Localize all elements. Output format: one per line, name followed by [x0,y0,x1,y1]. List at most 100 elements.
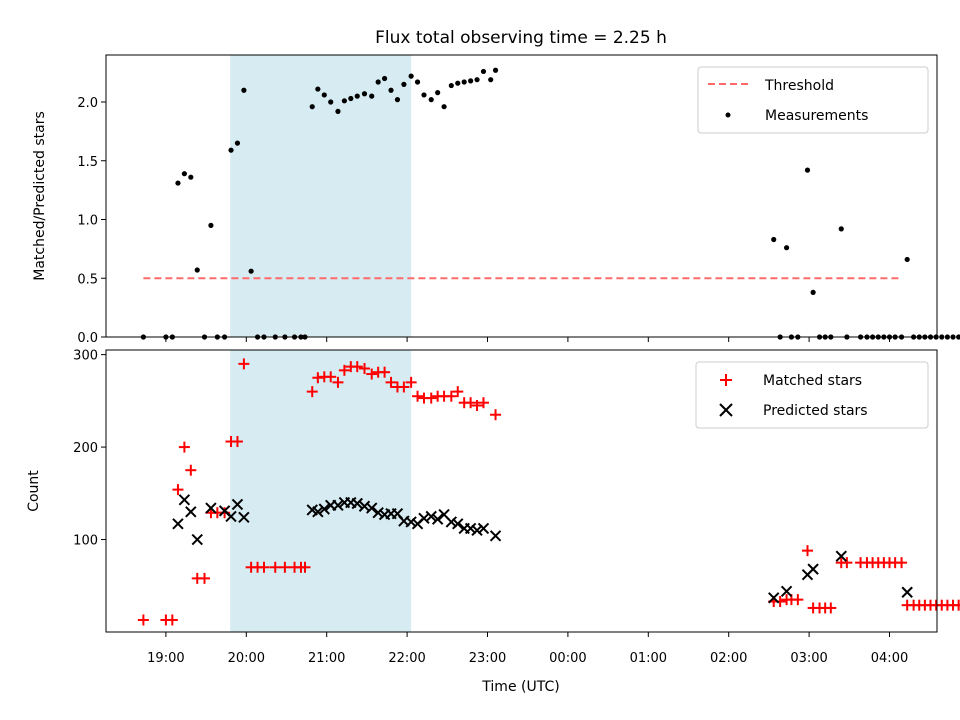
matched-star-marker [338,364,350,376]
measurement-point [421,92,427,98]
y-tick-label: 0.0 [77,331,98,346]
predicted-star-points [172,494,913,604]
measurement-point [939,334,945,340]
matched-star-marker [477,397,489,409]
matched-star-marker [896,557,908,569]
count-y-axis-label: Count [26,470,42,512]
measurement-point [838,226,844,232]
measurement-point [783,245,790,251]
count-y-axis: 100 200 300 [73,349,106,549]
matched-star-marker [366,368,378,380]
count-plot-frame [105,349,938,633]
predicted-star-marker [405,516,417,528]
ratio-x-ticks [165,337,890,342]
legend-predicted-label: Predicted stars [763,403,868,419]
x-tick-label: 19:00 [147,651,184,666]
measurement-point [381,75,388,82]
predicted-star-marker [178,494,191,506]
measurement-point [944,334,950,340]
measurement-point [492,67,499,73]
predicted-star-marker [835,550,847,562]
measurement-point [388,87,394,93]
legend-matched-swatch [720,374,732,386]
matched-star-marker [172,484,184,496]
predicted-star-marker [231,498,244,511]
measurement-point [488,77,494,83]
matched-star-marker [379,366,391,378]
measurement-point [188,174,194,180]
matched-star-marker [299,561,311,573]
measurement-point [810,289,816,295]
count-legend-box [695,361,929,429]
ratio-panel: 0.00.51.01.52.0 Matched/Predicted stars … [32,54,960,346]
matched-star-marker [385,376,397,388]
matched-star-marker [332,376,344,388]
measurement-point [401,81,407,87]
measurement-point [335,108,341,114]
matched-star-marker [185,464,197,476]
measurement-point [771,236,777,243]
measurement-point [228,147,234,153]
matched-star-marker [306,386,318,398]
matched-star-marker [841,557,853,569]
count-legend: Matched stars Predicted stars [695,361,929,429]
measurement-point [428,97,434,103]
measurement-point [375,79,381,85]
measurement-point [175,180,181,186]
measurement-point [341,98,347,104]
y-tick-label: 1.0 [77,214,98,229]
count-panel: 100 200 300 19:00 20:00 21:00 22:00 23:00 00:00… [26,349,960,695]
measurement-point [461,79,467,85]
matched-star-marker [137,614,149,626]
predicted-star-marker [780,585,793,598]
y-tick-label: 1.5 [77,155,98,170]
matched-star-marker [801,545,813,557]
predicted-star-marker [768,592,780,604]
predicted-star-marker [172,518,184,530]
ratio-legend: Threshold Measurements [697,66,929,134]
time-x-axis: 19:00 20:00 21:00 22:00 23:00 00:00 01:00 02:00… [147,632,908,666]
matched-star-marker [825,602,837,614]
matched-star-marker [358,362,370,374]
measurement-point [194,267,200,273]
predicted-star-marker [431,513,444,525]
predicted-star-marker [807,563,819,575]
predicted-star-marker [225,510,237,523]
matched-star-marker [465,397,477,409]
measurement-point [435,90,441,96]
x-tick-label: 04:00 [871,651,908,666]
matched-star-marker [405,376,417,388]
predicted-star-marker [332,499,344,512]
measurement-point [309,104,315,110]
predicted-star-marker [464,522,477,535]
matched-star-marker [445,390,457,402]
measurement-point [348,95,354,102]
predicted-star-marker [445,516,458,528]
ratio-legend-box [697,66,929,134]
predicted-star-marker [312,506,324,518]
matched-star-marker [238,358,250,370]
y-tick-label: 300 [73,349,98,364]
measurement-point [248,268,254,274]
measurement-point [315,86,321,92]
matched-star-marker [490,409,502,421]
measurement-point [414,79,421,85]
x-tick-label: 23:00 [469,651,506,666]
predicted-star-marker [366,502,378,514]
y-tick-label: 200 [73,441,98,456]
legend-measurements-label: Measurements [765,108,868,124]
predicted-star-marker [477,522,490,535]
matched-star-marker [258,561,270,573]
measurement-point [328,99,334,105]
measurement-point [455,80,461,86]
ratio-shaded-region [230,55,412,337]
measurement-point [241,87,247,93]
predicted-star-marker [489,530,502,542]
matched-star-marker [325,371,337,383]
x-tick-label: 00:00 [549,651,586,666]
x-axis-label: Time (UTC) [481,679,559,695]
matched-star-marker [953,599,960,611]
measurement-point [181,171,187,177]
matched-star-marker [351,361,363,373]
matched-star-marker [231,436,243,448]
